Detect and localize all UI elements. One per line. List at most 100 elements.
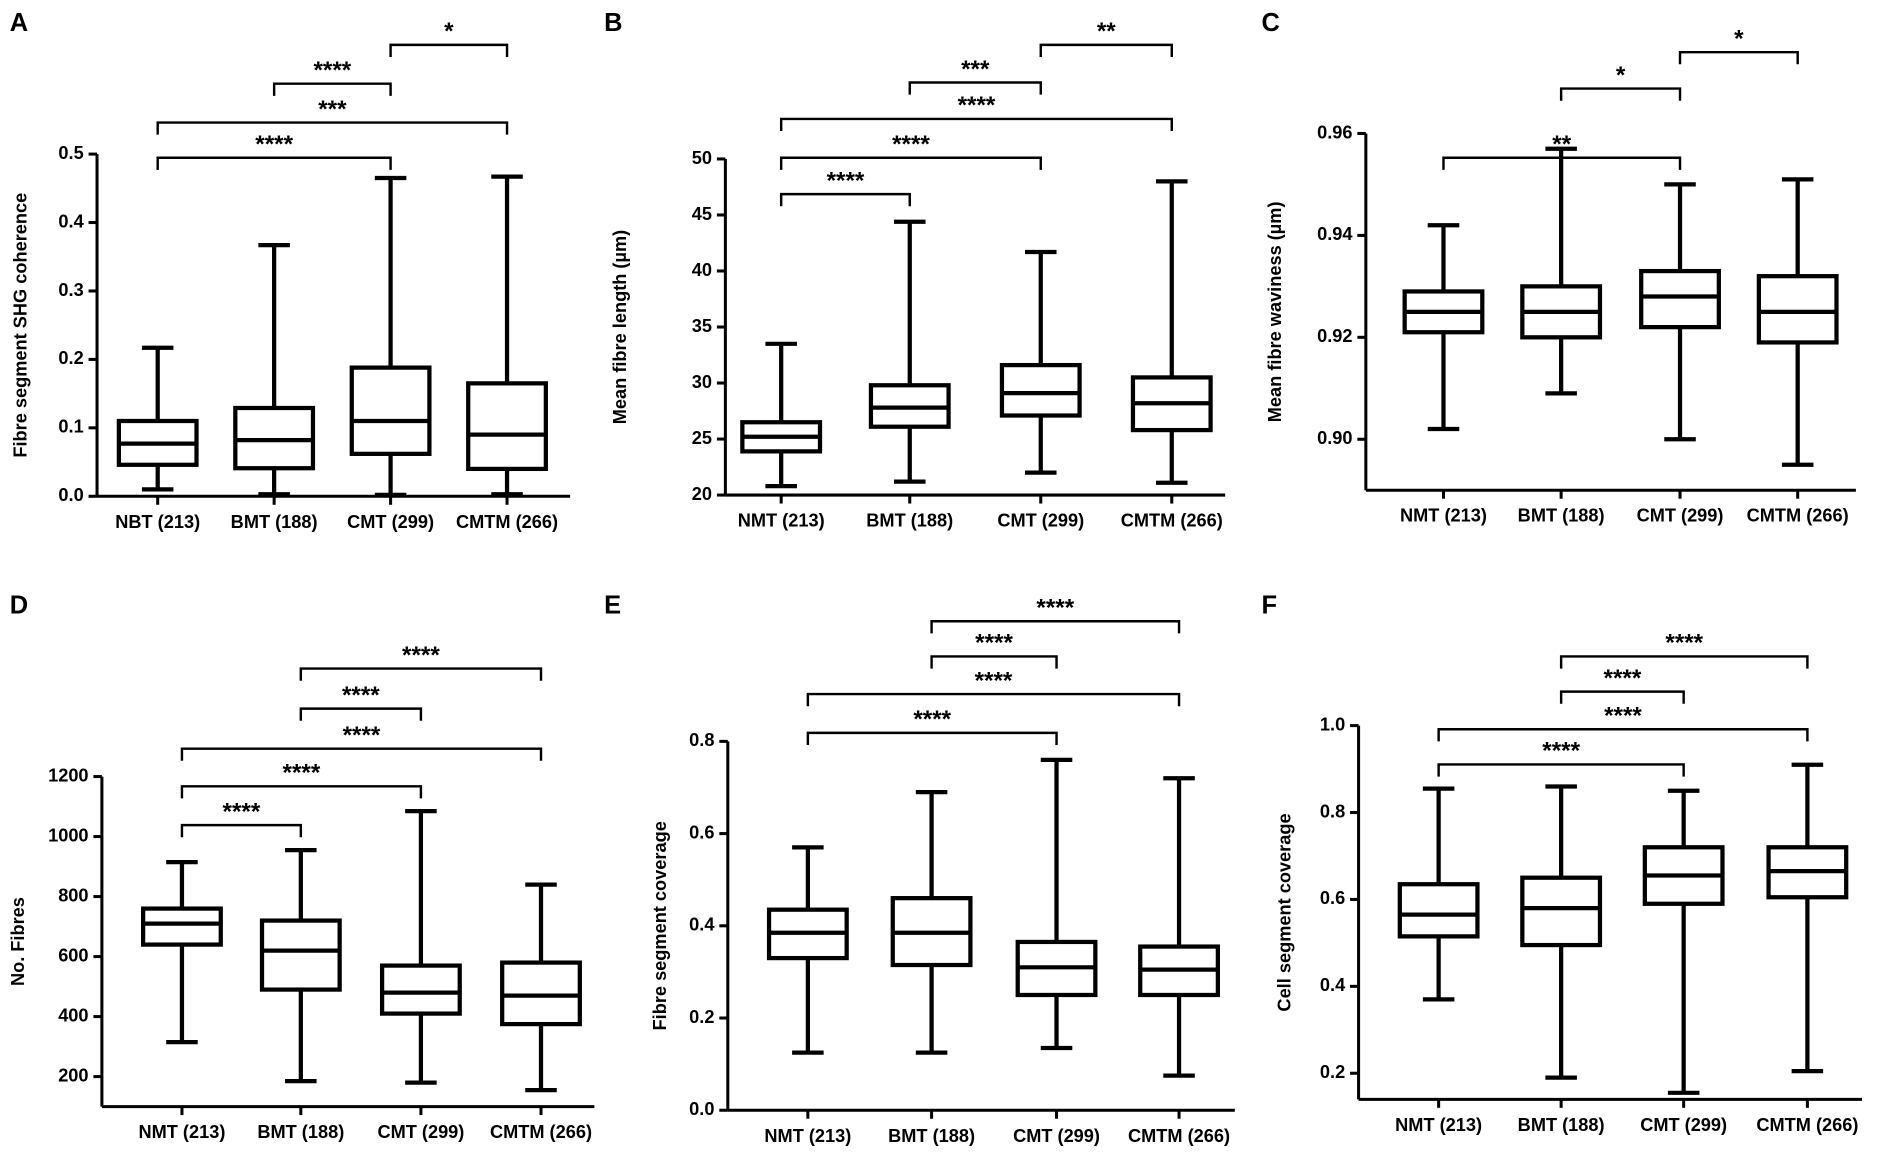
- box: [1639, 268, 1721, 330]
- y-tick-label: 1000: [48, 825, 88, 845]
- significance-bracket: [180, 823, 303, 838]
- significance-bracket: [1437, 728, 1809, 742]
- y-tick-label: 0.94: [1317, 224, 1353, 244]
- significance-bracket: [930, 620, 1181, 634]
- significance-label: ****: [342, 682, 380, 709]
- y-tick-label: 0.2: [1320, 1062, 1345, 1082]
- significance-bracket: [156, 121, 509, 135]
- y-tick-label: 0.0: [689, 1099, 714, 1119]
- y-axis-label: Cell segment coverage: [1275, 813, 1295, 1011]
- y-axis-label: Fibre segment SHG coherence: [11, 193, 31, 458]
- significance-bracket: [272, 82, 392, 96]
- significance-bracket: [1559, 655, 1809, 669]
- significance-bracket: [806, 731, 1058, 746]
- significance-label: ****: [975, 667, 1013, 694]
- significance-bracket: [389, 43, 509, 58]
- significance-label: ****: [255, 131, 293, 158]
- x-tick-label: CMT (299): [1013, 1126, 1100, 1146]
- significance-label: *: [444, 18, 454, 45]
- panel-letter: B: [604, 9, 622, 37]
- y-tick-label: 45: [692, 204, 712, 224]
- box: [349, 365, 432, 456]
- significance-label: ****: [313, 57, 351, 84]
- box: [1520, 875, 1603, 948]
- x-tick-label: CMT (299): [1637, 506, 1724, 526]
- significance-bracket: [1678, 50, 1799, 65]
- significance-label: ****: [1665, 630, 1703, 657]
- box: [999, 362, 1082, 418]
- significance-label: ****: [975, 630, 1013, 657]
- x-tick-label: NMT (213): [1395, 1115, 1482, 1135]
- significance-label: ***: [961, 56, 990, 83]
- y-axis-label: Mean fibre waviness (µm): [1265, 201, 1285, 422]
- significance-bracket: [1559, 690, 1685, 704]
- significance-label: ****: [1604, 665, 1642, 692]
- significance-bracket: [908, 81, 1042, 95]
- x-tick-label: BMT (188): [257, 1122, 344, 1142]
- significance-bracket: [1559, 87, 1682, 101]
- y-tick-label: 0.8: [689, 730, 714, 750]
- y-tick-label: 200: [58, 1065, 88, 1085]
- x-tick-label: NMT (213): [738, 511, 825, 531]
- x-tick-label: BMT (188): [1518, 1115, 1605, 1135]
- panel-letter: C: [1262, 9, 1280, 37]
- x-tick-label: CMT (299): [1640, 1115, 1727, 1135]
- significance-label: *: [1734, 25, 1744, 52]
- y-tick-label: 0.6: [689, 822, 714, 842]
- panel-letter: A: [10, 9, 28, 37]
- y-tick-label: 0.1: [58, 417, 83, 437]
- significance-bracket: [779, 192, 911, 207]
- y-tick-label: 800: [58, 885, 88, 905]
- x-tick-label: CMT (299): [997, 511, 1084, 531]
- y-tick-label: 35: [692, 316, 712, 336]
- y-tick-label: 0.2: [689, 1007, 714, 1027]
- box: [500, 960, 582, 1027]
- y-tick-label: 600: [58, 945, 88, 965]
- x-tick-label: NMT (213): [139, 1122, 226, 1142]
- y-tick-label: 0.5: [58, 143, 83, 163]
- significance-label: **: [1552, 131, 1571, 158]
- significance-bracket: [299, 667, 543, 681]
- x-tick-label: CMTM (266): [1128, 1126, 1230, 1146]
- x-tick-label: NMT (213): [1400, 506, 1487, 526]
- y-tick-label: 40: [692, 260, 712, 280]
- box: [141, 906, 223, 947]
- significance-bracket: [930, 655, 1058, 669]
- y-tick-label: 50: [692, 148, 712, 168]
- significance-label: ****: [958, 92, 996, 119]
- significance-label: ****: [402, 642, 440, 669]
- panel-letter: F: [1262, 591, 1278, 619]
- significance-label: ****: [283, 760, 321, 787]
- y-tick-label: 0.2: [58, 348, 83, 368]
- x-tick-label: NMT (213): [764, 1126, 851, 1146]
- x-tick-label: CMTM (266): [1747, 506, 1849, 526]
- box: [379, 963, 462, 1016]
- significance-bracket: [156, 156, 392, 170]
- significance-label: **: [1097, 18, 1116, 45]
- y-tick-label: 0.4: [58, 211, 84, 231]
- y-tick-label: 0.90: [1317, 428, 1352, 448]
- significance-label: ****: [1542, 738, 1580, 765]
- significance-label: ****: [892, 131, 930, 158]
- significance-label: ****: [1604, 703, 1642, 730]
- y-tick-label: 1200: [48, 765, 88, 785]
- x-tick-label: CMTM (266): [490, 1122, 592, 1142]
- x-tick-label: CMTM (266): [1121, 511, 1223, 531]
- significance-bracket: [779, 117, 1173, 132]
- box: [1397, 882, 1480, 939]
- significance-label: ****: [343, 722, 381, 749]
- y-tick-label: 0.92: [1317, 326, 1352, 346]
- significance-bracket: [779, 156, 1042, 170]
- y-tick-label: 0.6: [1320, 888, 1345, 908]
- box: [1756, 274, 1839, 345]
- significance-label: ***: [318, 96, 347, 123]
- y-tick-label: 25: [692, 428, 712, 448]
- x-tick-label: BMT (188): [1518, 506, 1605, 526]
- y-axis-label: No. Fibres: [8, 897, 28, 986]
- significance-label: ****: [913, 706, 951, 733]
- significance-bracket: [1437, 763, 1685, 777]
- significance-bracket: [806, 692, 1181, 707]
- significance-label: *: [1616, 62, 1626, 89]
- panel-letter: D: [10, 591, 28, 619]
